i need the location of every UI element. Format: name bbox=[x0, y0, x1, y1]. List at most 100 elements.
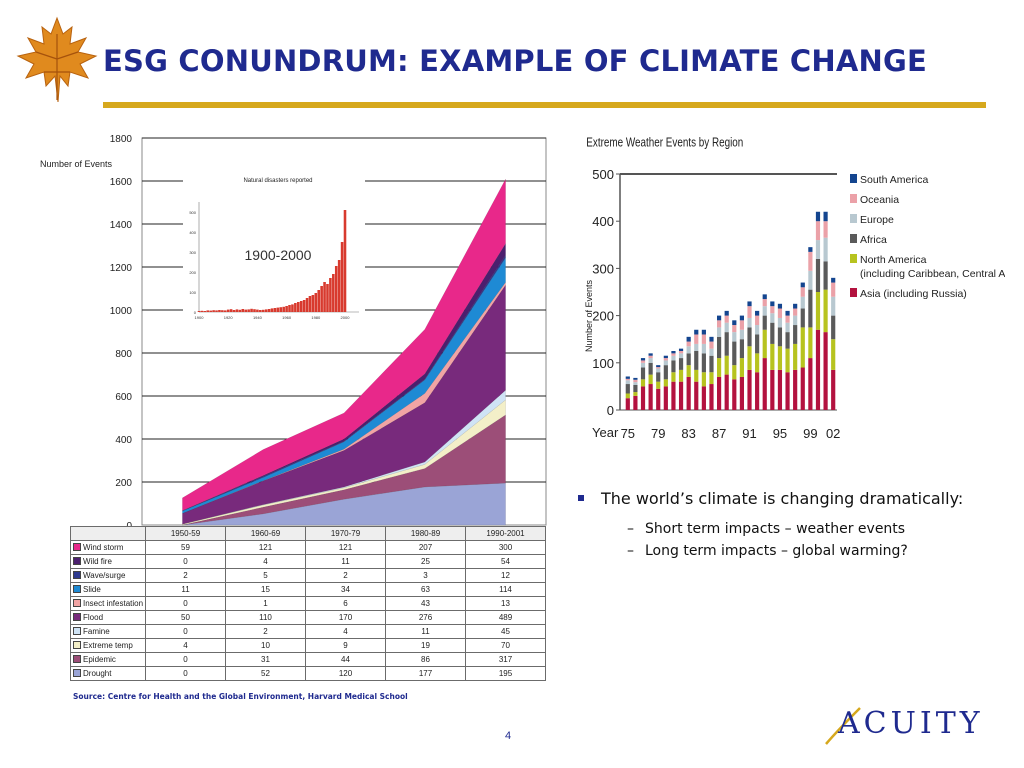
stacked-bar-segment bbox=[739, 339, 745, 359]
stacked-bar-segment bbox=[793, 369, 798, 410]
stacked-bar-segment bbox=[831, 282, 836, 297]
natural-disasters-inset-chart: Natural disasters reported 0 100 200 300 400 5… bbox=[183, 168, 365, 330]
stacked-bar-segment bbox=[785, 332, 790, 349]
table-row: Slide 11 15 34 63 114 bbox=[70, 582, 546, 597]
stacked-bar-segment bbox=[694, 343, 699, 351]
table-row-label: Extreme temp bbox=[70, 638, 146, 653]
y-tick-label: 300 bbox=[592, 261, 614, 276]
inset-bar bbox=[235, 309, 239, 312]
stacked-bar-segment bbox=[762, 329, 767, 359]
stacked-bar-segment bbox=[785, 372, 790, 410]
inset-x-tick-label: 1980 bbox=[311, 315, 321, 320]
table-row: Epidemic 0 31 44 86 317 bbox=[70, 652, 546, 667]
stacked-bar-segment bbox=[755, 325, 760, 335]
inset-bar bbox=[215, 310, 218, 312]
inset-bar bbox=[308, 296, 312, 312]
legend-label: Asia (including Russia) bbox=[860, 288, 967, 300]
inset-bar bbox=[279, 307, 283, 312]
inset-bar bbox=[320, 286, 323, 312]
inset-bar bbox=[323, 282, 326, 312]
stacked-bar-segment bbox=[663, 358, 668, 361]
stacked-bar-segment bbox=[663, 360, 668, 366]
inset-bar bbox=[264, 309, 268, 312]
area-series-flood bbox=[182, 284, 506, 525]
inset-bar bbox=[291, 304, 294, 312]
table-cell: 45 bbox=[465, 624, 546, 639]
table-cell: 44 bbox=[305, 652, 386, 667]
y-tick-label: 400 bbox=[592, 214, 614, 229]
table-row: Insect infestation 0 1 6 43 13 bbox=[70, 596, 546, 611]
stacked-bar-segment bbox=[716, 358, 722, 377]
stacked-bar-segment bbox=[823, 211, 828, 222]
stacked-bar-segment bbox=[701, 372, 706, 387]
stacked-bar-segment bbox=[800, 367, 805, 410]
stacked-bar-segment bbox=[739, 329, 745, 340]
table-cell: 121 bbox=[225, 540, 306, 555]
stacked-bar-segment bbox=[732, 325, 737, 333]
table-cell: 4 bbox=[305, 624, 386, 639]
x-tick-label: 79 bbox=[651, 426, 665, 441]
stacked-bar-segment bbox=[777, 317, 783, 328]
stacked-bar-segment bbox=[793, 303, 798, 309]
stacked-bar-segment bbox=[808, 247, 813, 252]
stacked-bar-segment bbox=[663, 365, 668, 380]
table-cell: 2 bbox=[145, 568, 226, 583]
table-cell: 5 bbox=[225, 568, 306, 583]
stacked-bar-segment bbox=[831, 277, 836, 283]
table-cell: 0 bbox=[145, 624, 226, 639]
table-corner-cell bbox=[70, 526, 146, 541]
inset-bar bbox=[276, 307, 280, 312]
stacked-bar-segment bbox=[823, 332, 828, 410]
stacked-bar-segment bbox=[716, 320, 722, 328]
stacked-bar-segment bbox=[633, 392, 638, 396]
inset-bar bbox=[267, 309, 271, 312]
stacked-bar-segment bbox=[815, 329, 821, 410]
legend-swatch bbox=[850, 194, 857, 203]
stacked-bar-segment bbox=[686, 353, 691, 366]
inset-bar bbox=[261, 309, 265, 312]
stacked-bar-segment bbox=[648, 384, 653, 410]
stacked-bar-segment bbox=[625, 378, 630, 381]
table-cell: 0 bbox=[145, 666, 226, 681]
legend-swatch-icon bbox=[73, 571, 81, 579]
inset-bar bbox=[285, 306, 288, 312]
stacked-bar-segment bbox=[686, 341, 691, 347]
stacked-bar-segment bbox=[823, 289, 828, 333]
stacked-bar-segment bbox=[625, 398, 630, 410]
disaster-data-table: 1950-59 1960-69 1970-79 1980-89 1990-2001 Wi… bbox=[70, 526, 546, 681]
stacked-bar-segment bbox=[633, 384, 638, 393]
area-series-extreme-temp bbox=[182, 399, 506, 526]
table-cell: 4 bbox=[145, 638, 226, 653]
sub-bullet-item: – Short term impacts – weather events bbox=[578, 519, 998, 539]
legend-label: Oceania bbox=[860, 194, 899, 206]
stacked-bar-segment bbox=[663, 355, 668, 359]
table-cell: 110 bbox=[225, 610, 306, 625]
stacked-bar-segment bbox=[686, 365, 691, 377]
x-tick-label: 83 bbox=[681, 426, 695, 441]
stacked-bar-segment bbox=[678, 358, 684, 370]
area-series-wave-surge bbox=[182, 254, 506, 512]
inset-bar bbox=[229, 309, 233, 312]
y-tick-label: 1400 bbox=[110, 220, 133, 231]
stacked-bar-segment bbox=[823, 261, 828, 290]
stacked-bar-segment bbox=[694, 334, 699, 344]
stacked-bar-segment bbox=[732, 341, 737, 366]
table-cell: 12 bbox=[465, 568, 546, 583]
stacked-bar-segment bbox=[800, 327, 805, 368]
inset-bar bbox=[212, 310, 215, 312]
stacked-bar-segment bbox=[785, 322, 790, 333]
inset-bar bbox=[332, 274, 335, 312]
table-cell: 0 bbox=[145, 596, 226, 611]
stacked-bar-segment bbox=[739, 315, 745, 321]
slide-title: ESG CONUNDRUM: EXAMPLE OF CLIMATE CHANGE bbox=[103, 44, 927, 78]
stacked-bar-segment bbox=[686, 376, 691, 410]
stacked-bar-segment bbox=[701, 343, 706, 354]
table-cell: 114 bbox=[465, 582, 546, 597]
stacked-bar-segment bbox=[724, 322, 729, 333]
bullet-text: The world’s climate is changing dramatic… bbox=[601, 489, 964, 508]
stacked-bar-segment bbox=[770, 306, 775, 314]
stacked-bar-segment bbox=[633, 395, 638, 410]
series-name: Extreme temp bbox=[83, 641, 133, 650]
stacked-bar-segment bbox=[701, 353, 706, 373]
stacked-bar-segment bbox=[762, 306, 767, 316]
